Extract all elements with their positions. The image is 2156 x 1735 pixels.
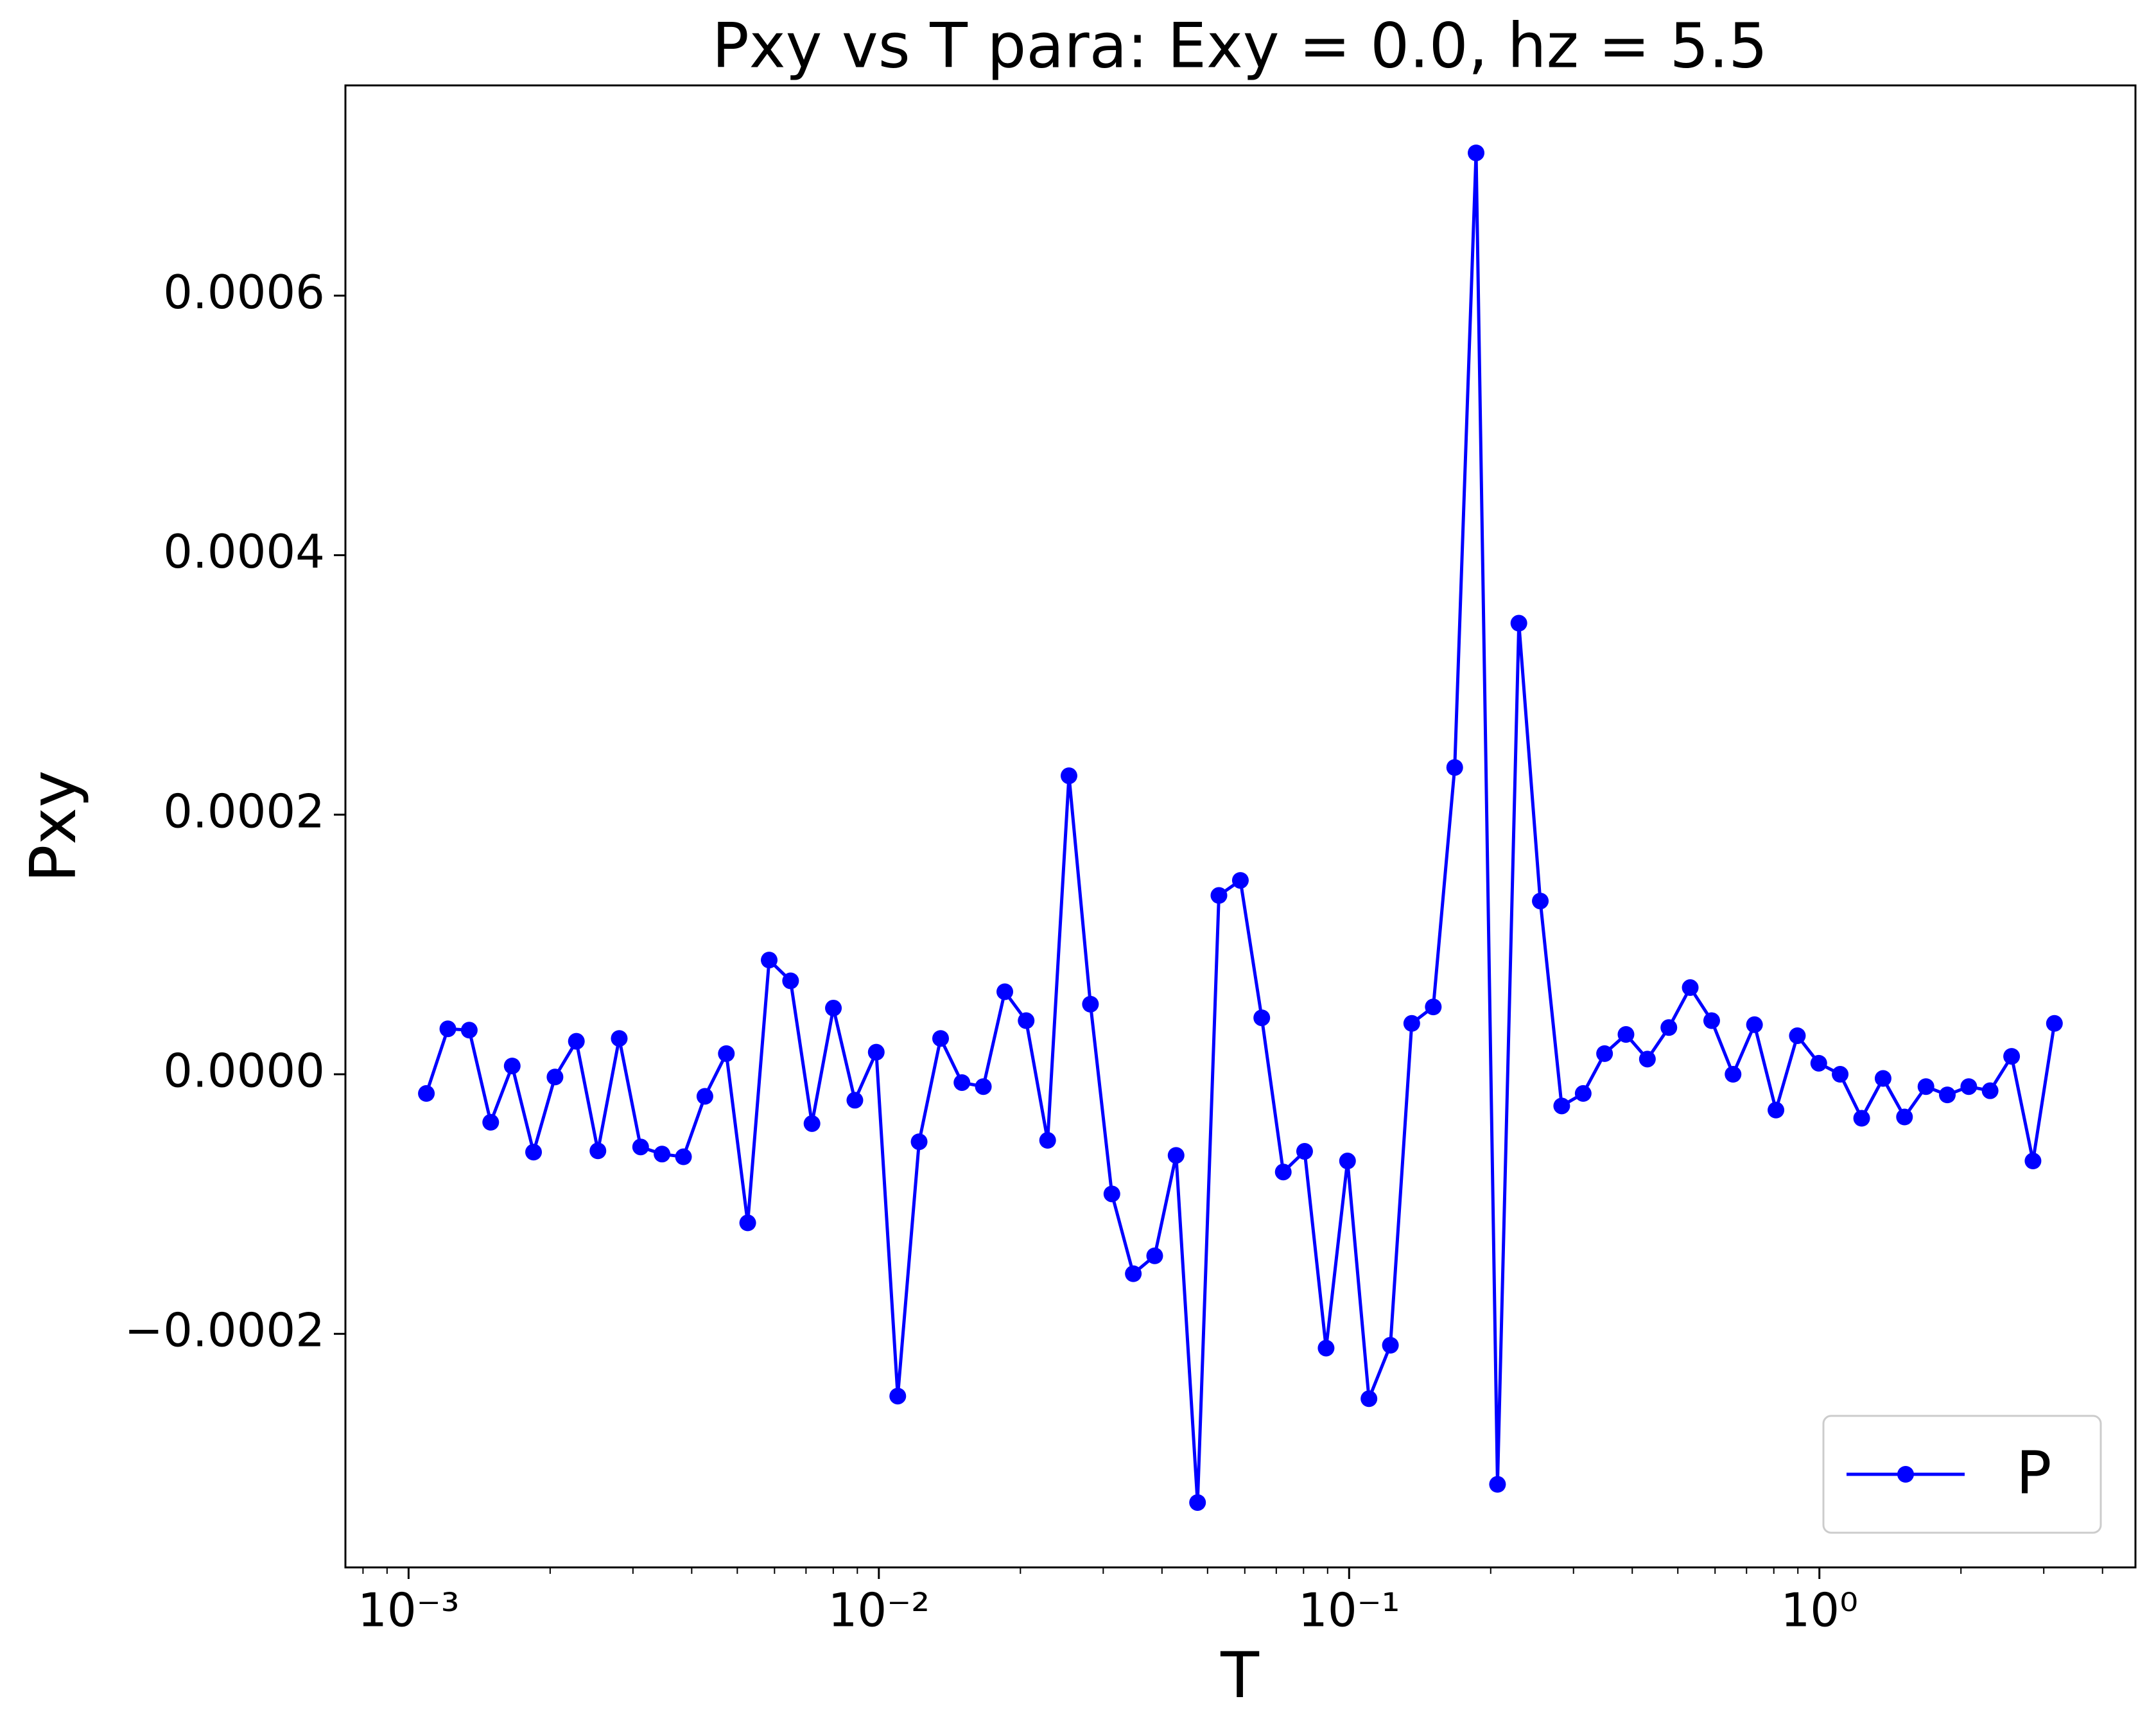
point xyxy=(1210,887,1228,904)
point xyxy=(589,1142,607,1160)
point xyxy=(846,1092,864,1109)
y-tick-label: 0.0000 xyxy=(163,1044,325,1098)
point xyxy=(1403,1015,1420,1032)
y-tick-label: 0.0002 xyxy=(163,784,325,838)
point xyxy=(1682,979,1699,997)
point xyxy=(1253,1009,1271,1027)
point xyxy=(1768,1101,1785,1119)
point xyxy=(2046,1015,2063,1032)
point xyxy=(675,1148,692,1165)
point xyxy=(1296,1143,1313,1160)
point xyxy=(1789,1027,1806,1044)
point xyxy=(910,1133,928,1151)
point xyxy=(1574,1085,1592,1102)
y-tick-label: 0.0006 xyxy=(163,265,325,319)
chart-title: Pxy vs T para: Exy = 0.0, hz = 5.5 xyxy=(712,10,1768,82)
point xyxy=(718,1045,735,1062)
x-tick-label: 10⁻³ xyxy=(358,1583,459,1637)
point xyxy=(611,1030,628,1047)
x-tick-label: 10⁻² xyxy=(828,1583,930,1637)
point xyxy=(525,1144,543,1161)
point xyxy=(696,1088,713,1105)
point xyxy=(1274,1164,1292,1181)
point xyxy=(2003,1048,2021,1065)
point xyxy=(1446,759,1463,776)
y-tick-label: 0.0004 xyxy=(163,525,325,579)
point xyxy=(1510,615,1527,632)
point xyxy=(1103,1185,1120,1203)
point xyxy=(503,1058,521,1075)
point xyxy=(803,1115,821,1132)
point xyxy=(1317,1339,1335,1357)
x-tick-label: 10⁻¹ xyxy=(1298,1583,1400,1637)
point xyxy=(1146,1247,1163,1264)
point xyxy=(889,1388,907,1405)
point xyxy=(1382,1337,1399,1354)
point xyxy=(932,1030,949,1047)
point xyxy=(1060,767,1077,785)
point xyxy=(1489,1476,1506,1493)
point xyxy=(1939,1086,1956,1104)
point xyxy=(1339,1153,1356,1170)
point xyxy=(1468,144,1485,162)
point xyxy=(953,1074,971,1091)
point xyxy=(1832,1066,1849,1083)
axes-frame xyxy=(344,84,2137,1569)
point xyxy=(825,999,842,1016)
series-line xyxy=(424,151,2056,1504)
point xyxy=(1917,1078,1934,1095)
point xyxy=(1425,998,1442,1016)
y-axis-label: Pxy xyxy=(17,770,91,882)
point xyxy=(1018,1012,1035,1029)
point xyxy=(482,1113,500,1131)
point xyxy=(1082,995,1099,1013)
point xyxy=(1039,1131,1056,1149)
point xyxy=(1746,1016,1763,1033)
point xyxy=(1639,1051,1656,1068)
point xyxy=(1125,1265,1142,1282)
point xyxy=(739,1214,756,1232)
point xyxy=(568,1033,585,1050)
point xyxy=(1703,1012,1720,1029)
point xyxy=(654,1146,671,1163)
point xyxy=(761,952,778,969)
point xyxy=(1596,1045,1613,1062)
point xyxy=(1981,1082,1999,1099)
point xyxy=(418,1085,435,1102)
point xyxy=(1231,872,1249,889)
point xyxy=(1553,1097,1570,1115)
point xyxy=(1617,1025,1635,1043)
point xyxy=(996,983,1014,1000)
point xyxy=(1810,1054,1827,1072)
point xyxy=(975,1078,992,1095)
point xyxy=(1896,1108,1913,1126)
point xyxy=(546,1068,564,1086)
point xyxy=(1660,1019,1678,1036)
point xyxy=(439,1020,456,1038)
point xyxy=(1361,1390,1378,1408)
point xyxy=(632,1138,649,1156)
y-tick-label: −0.0002 xyxy=(125,1303,325,1357)
point xyxy=(1189,1494,1206,1511)
x-tick-label: 10⁰ xyxy=(1780,1583,1857,1637)
point xyxy=(1960,1078,1978,1095)
point xyxy=(1725,1066,1742,1083)
point xyxy=(2024,1153,2042,1170)
legend-marker xyxy=(1897,1466,1914,1483)
point xyxy=(460,1022,478,1039)
point xyxy=(782,972,799,990)
point xyxy=(867,1043,885,1061)
point xyxy=(1874,1070,1891,1087)
point xyxy=(1167,1147,1185,1164)
point xyxy=(1532,893,1549,910)
x-axis-label: T xyxy=(1220,1639,1260,1713)
legend-label: P xyxy=(2016,1438,2051,1507)
point xyxy=(1853,1110,1870,1127)
